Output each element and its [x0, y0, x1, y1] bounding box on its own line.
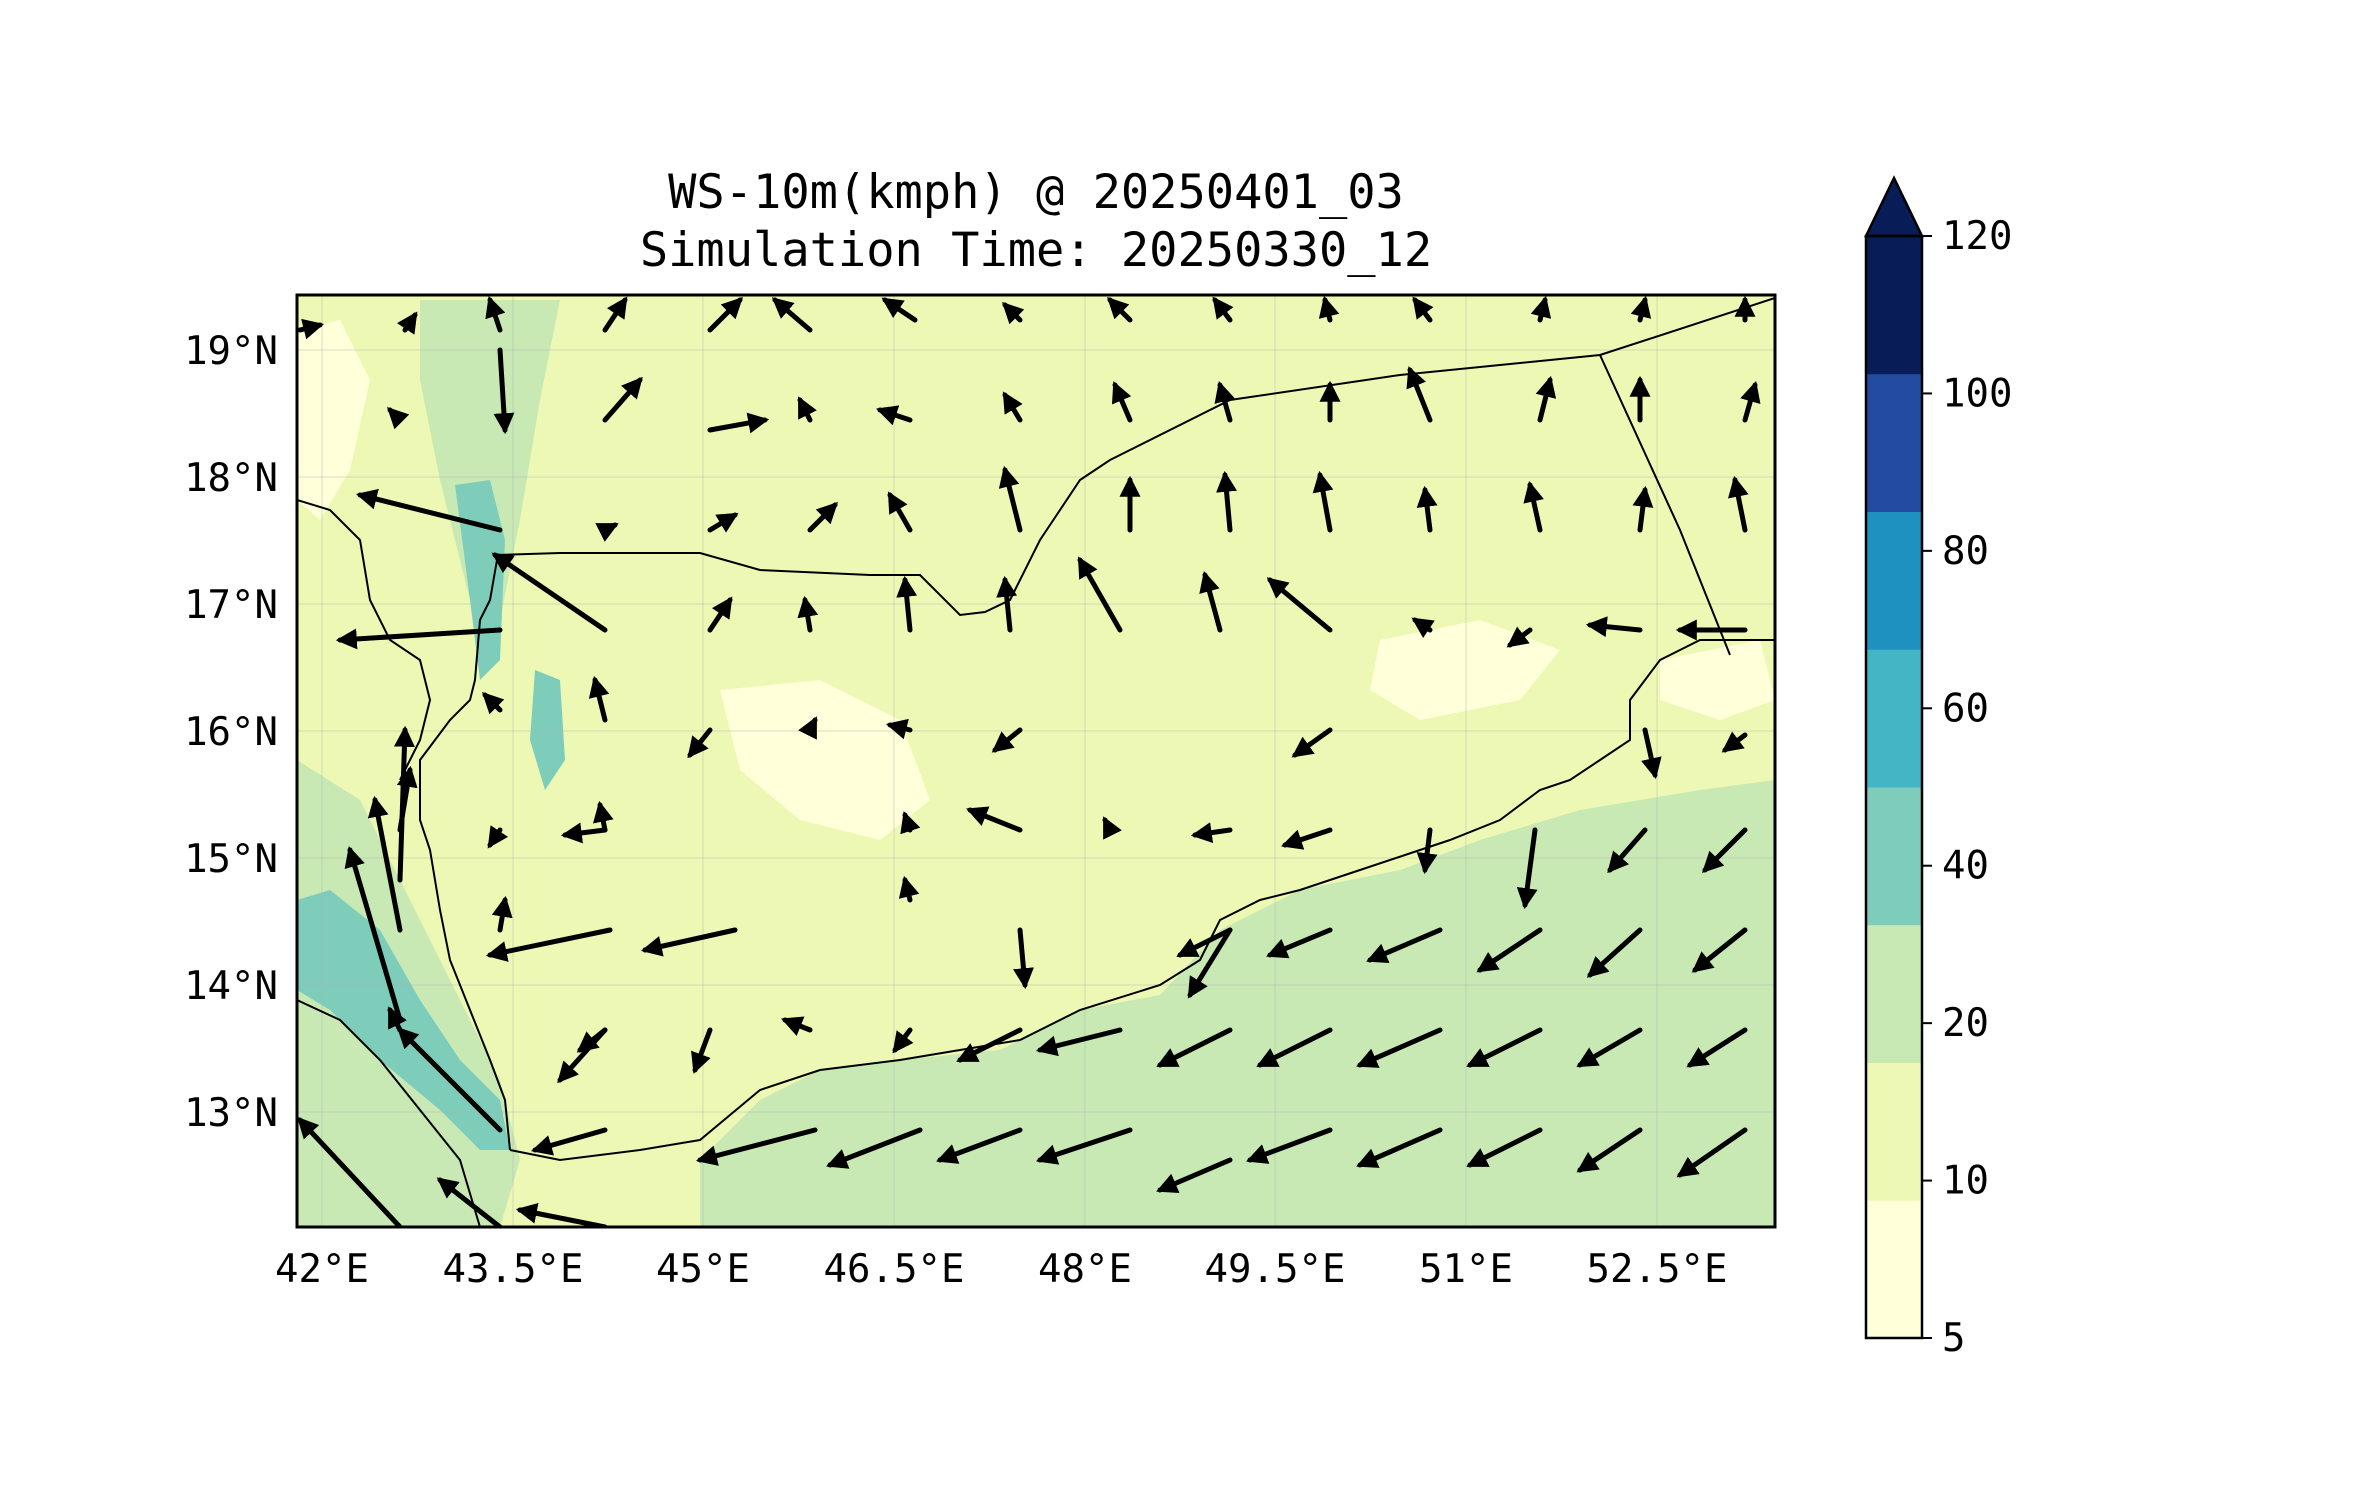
- colorbar-label: 60: [1942, 686, 1989, 731]
- lon-tick-46.5: 46.5°E: [824, 1247, 965, 1292]
- colorbar-segment: [1866, 787, 1922, 926]
- colorbar-segment: [1866, 236, 1922, 375]
- colorbar-segment: [1866, 924, 1922, 1063]
- colorbar-label: 10: [1942, 1159, 1989, 1204]
- lon-tick-48: 48°E: [1038, 1247, 1132, 1292]
- lon-tick-52.5: 52.5°E: [1587, 1247, 1728, 1292]
- coastline-red-sea-east: [419, 559, 511, 1151]
- wind-speed-fill: [297, 300, 1775, 1227]
- coastlines-borders: [297, 297, 1775, 1227]
- latitude-axis: 19°N 18°N 17°N 16°N 15°N 14°N 13°N: [184, 329, 278, 1136]
- highland-strip-3: [530, 670, 565, 790]
- lon-tick-45: 45°E: [656, 1247, 750, 1292]
- colorbar-extend-arrow: [1864, 175, 1924, 238]
- lat-tick-17: 17°N: [184, 583, 278, 628]
- colorbar: 5 10 20 40 60 80 100 120: [1864, 175, 2012, 1361]
- interior-weak-4: [1660, 640, 1775, 720]
- lat-tick-16: 16°N: [184, 710, 278, 755]
- colorbar-segment: [1866, 373, 1922, 512]
- map-area: [297, 295, 1775, 1227]
- colorbar-label: 120: [1942, 214, 2012, 259]
- colorbar-outline: [1864, 234, 1924, 1340]
- lat-tick-14: 14°N: [184, 964, 278, 1009]
- interior-weak-1: [720, 680, 930, 840]
- lon-tick-43.5: 43.5°E: [443, 1247, 584, 1292]
- lat-tick-15: 15°N: [184, 837, 278, 882]
- map-subtitle: Simulation Time: 20250330_12: [640, 223, 1432, 278]
- colorbar-label: 100: [1942, 371, 2012, 416]
- colorbar-segment: [1866, 511, 1922, 650]
- coastline-south: [509, 639, 1775, 1162]
- lat-tick-19: 19°N: [184, 329, 278, 374]
- lat-tick-18: 18°N: [184, 456, 278, 501]
- arabian-sea-fill: [700, 780, 1775, 1227]
- colorbar-segment: [1866, 649, 1922, 788]
- border-yemen-oman: [1599, 354, 1731, 656]
- wind-vectors: [297, 295, 1761, 1227]
- longitude-axis: 42°E 43.5°E 45°E 46.5°E 48°E 49.5°E 51°E…: [275, 1247, 1727, 1292]
- coastline-africa: [297, 499, 432, 781]
- map-frame: [295, 293, 1777, 1229]
- lon-tick-51: 51°E: [1419, 1247, 1513, 1292]
- highland-strip-1: [420, 300, 560, 620]
- lat-tick-13: 13°N: [184, 1091, 278, 1136]
- border-yemen-saudi: [496, 297, 1775, 617]
- colorbar-segment: [1866, 1200, 1922, 1339]
- interior-weak-3: [297, 320, 370, 520]
- colorbar-label: 20: [1942, 1001, 1989, 1046]
- lon-tick-42: 42°E: [275, 1247, 369, 1292]
- coastline-africa-south: [297, 999, 481, 1227]
- lon-tick-49.5: 49.5°E: [1205, 1247, 1346, 1292]
- colorbar-label: 5: [1942, 1316, 1965, 1361]
- colorbar-segment: [1866, 1062, 1922, 1201]
- colorbar-label: 40: [1942, 844, 1989, 889]
- colorbar-label: 80: [1942, 529, 1989, 574]
- map-title: WS-10m(kmph) @ 20250401_03: [668, 165, 1404, 220]
